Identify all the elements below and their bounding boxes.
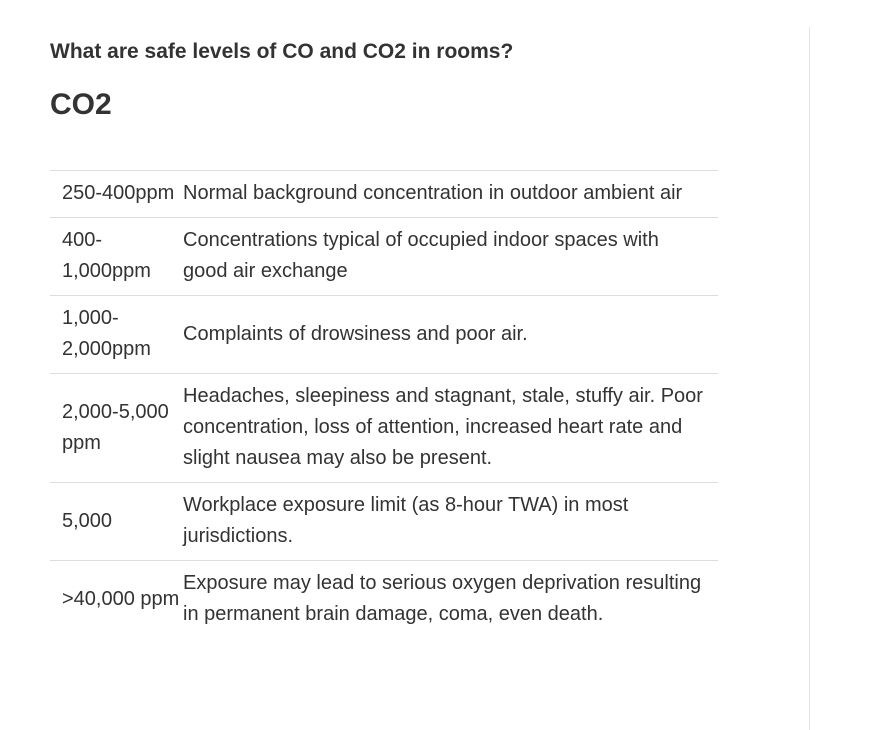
range-cell: 1,000-2,000ppm [50, 295, 183, 374]
table-row: 400-1,000ppm Concentrations typical of o… [50, 217, 718, 296]
table-row: 250-400ppm Normal background concentrati… [50, 170, 718, 218]
table-row: 2,000-5,000 ppm Headaches, sleepiness an… [50, 373, 718, 483]
range-cell: 400-1,000ppm [50, 217, 183, 296]
description-cell: Concentrations typical of occupied indoo… [183, 217, 718, 296]
co2-levels-table: 250-400ppm Normal background concentrati… [50, 170, 718, 638]
section-heading: CO2 [50, 88, 112, 121]
description-cell: Complaints of drowsiness and poor air. [183, 295, 718, 374]
table-row: 1,000-2,000ppm Complaints of drowsiness … [50, 295, 718, 374]
range-cell: 2,000-5,000 ppm [50, 373, 183, 483]
answer-content: What are safe levels of CO and CO2 in ro… [50, 38, 718, 638]
question-heading: What are safe levels of CO and CO2 in ro… [50, 40, 514, 63]
range-cell: 250-400ppm [50, 170, 183, 218]
description-cell: Workplace exposure limit (as 8-hour TWA)… [183, 482, 718, 561]
description-cell: Normal background concentration in outdo… [183, 170, 718, 218]
description-cell: Exposure may lead to serious oxygen depr… [183, 560, 718, 638]
range-cell: 5,000 [50, 482, 183, 561]
sidebar-divider [809, 27, 810, 730]
range-cell: >40,000 ppm [50, 560, 183, 638]
description-cell: Headaches, sleepiness and stagnant, stal… [183, 373, 718, 483]
table-row: 5,000 Workplace exposure limit (as 8-hou… [50, 482, 718, 561]
table-row: >40,000 ppm Exposure may lead to serious… [50, 560, 718, 638]
